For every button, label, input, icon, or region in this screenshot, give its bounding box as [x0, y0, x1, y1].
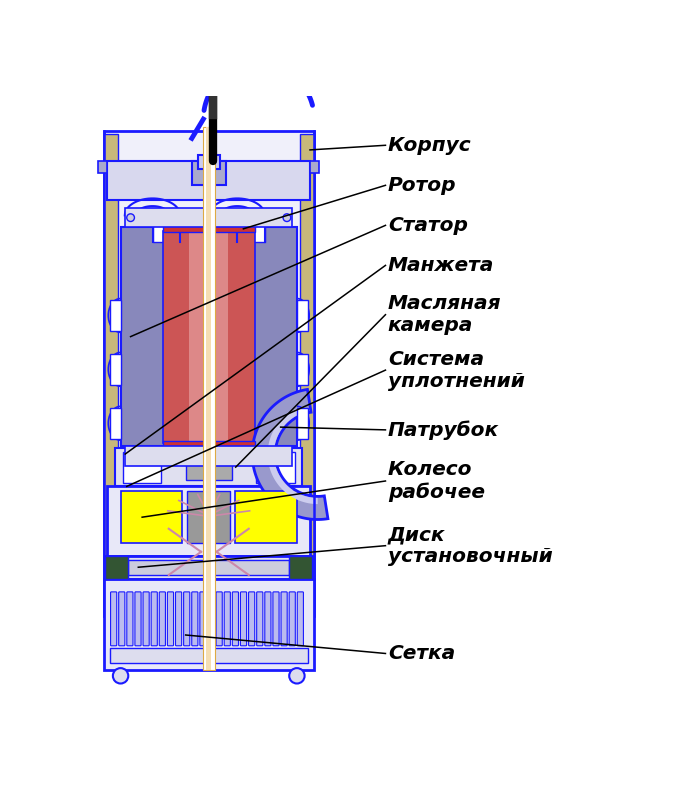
FancyBboxPatch shape: [143, 592, 149, 646]
FancyBboxPatch shape: [119, 592, 125, 646]
FancyBboxPatch shape: [159, 592, 165, 646]
FancyBboxPatch shape: [281, 592, 287, 646]
Circle shape: [113, 668, 129, 683]
FancyBboxPatch shape: [216, 592, 222, 646]
Bar: [190, 230, 228, 442]
Text: Колесо
рабочее: Колесо рабочее: [388, 460, 485, 502]
Text: Патрубок: Патрубок: [388, 420, 499, 440]
Polygon shape: [268, 406, 318, 504]
Text: Ротор: Ротор: [388, 176, 456, 195]
FancyBboxPatch shape: [192, 592, 198, 646]
FancyBboxPatch shape: [184, 592, 190, 646]
FancyBboxPatch shape: [167, 592, 173, 646]
Bar: [98, 162, 107, 173]
Circle shape: [289, 668, 305, 683]
Text: Корпус: Корпус: [388, 136, 471, 154]
Polygon shape: [252, 390, 328, 519]
FancyBboxPatch shape: [126, 592, 133, 646]
Bar: [109, 300, 120, 331]
Bar: [109, 648, 307, 663]
FancyBboxPatch shape: [241, 592, 247, 646]
Bar: [105, 556, 312, 578]
Text: Статор: Статор: [388, 216, 468, 235]
Bar: [152, 215, 180, 242]
Bar: [107, 486, 310, 556]
Bar: [237, 215, 265, 242]
FancyBboxPatch shape: [249, 592, 255, 646]
Bar: [187, 491, 231, 542]
FancyBboxPatch shape: [233, 592, 239, 646]
FancyBboxPatch shape: [175, 592, 182, 646]
FancyBboxPatch shape: [297, 592, 303, 646]
Bar: [105, 556, 129, 578]
Bar: [297, 354, 307, 385]
FancyBboxPatch shape: [256, 592, 263, 646]
Bar: [192, 162, 226, 185]
Bar: [115, 448, 303, 486]
Text: Диск
установочный: Диск установочный: [388, 525, 553, 566]
Bar: [103, 130, 314, 616]
Bar: [125, 446, 292, 466]
Bar: [163, 230, 255, 442]
Bar: [109, 408, 120, 438]
Circle shape: [283, 214, 291, 222]
Bar: [120, 491, 182, 542]
FancyBboxPatch shape: [265, 592, 271, 646]
Bar: [203, 126, 215, 670]
Bar: [186, 454, 232, 480]
Bar: [107, 162, 310, 200]
Bar: [310, 162, 319, 173]
Bar: [109, 354, 120, 385]
Bar: [289, 556, 312, 578]
Text: Система
уплотнений: Система уплотнений: [388, 350, 525, 390]
Text: Сетка: Сетка: [388, 644, 455, 663]
Bar: [120, 227, 297, 446]
Bar: [125, 208, 292, 227]
Bar: [207, 126, 211, 670]
Bar: [235, 491, 297, 542]
Bar: [198, 155, 220, 169]
Bar: [103, 134, 118, 608]
Bar: [297, 300, 307, 331]
Bar: [123, 452, 161, 482]
FancyBboxPatch shape: [151, 592, 157, 646]
FancyBboxPatch shape: [200, 592, 206, 646]
FancyBboxPatch shape: [273, 592, 279, 646]
Text: Манжета: Манжета: [388, 256, 494, 275]
FancyBboxPatch shape: [111, 592, 117, 646]
FancyBboxPatch shape: [208, 592, 214, 646]
Bar: [103, 578, 314, 670]
FancyBboxPatch shape: [135, 592, 141, 646]
Bar: [256, 452, 294, 482]
FancyBboxPatch shape: [289, 592, 295, 646]
Bar: [163, 441, 255, 449]
Bar: [163, 225, 255, 232]
Bar: [300, 134, 314, 608]
Bar: [297, 408, 307, 438]
FancyBboxPatch shape: [224, 592, 231, 646]
Bar: [129, 559, 289, 575]
Circle shape: [126, 214, 135, 222]
Text: Масляная
камера: Масляная камера: [388, 294, 501, 335]
